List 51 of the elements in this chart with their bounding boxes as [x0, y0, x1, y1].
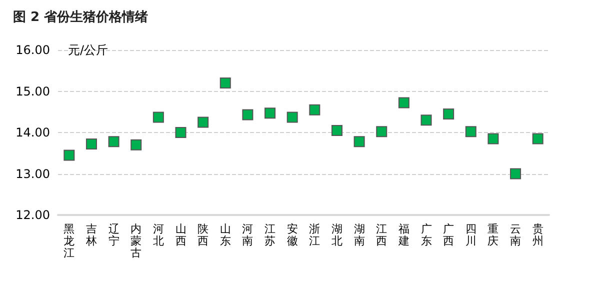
y-tick-label: 12.00 — [16, 208, 50, 222]
x-tick-label: 云南 — [510, 222, 522, 248]
point — [86, 138, 97, 150]
y-tick-label: 13.00 — [16, 166, 50, 181]
point — [398, 97, 410, 108]
point — [198, 116, 209, 128]
x-tick-label: 广东 — [420, 222, 432, 248]
point — [465, 126, 476, 138]
point — [376, 126, 388, 138]
point — [532, 133, 544, 144]
point — [175, 127, 186, 138]
point — [264, 108, 276, 119]
point — [220, 78, 231, 88]
chart-title: 图 2 省份生猪价格情绪 — [13, 10, 148, 25]
point — [309, 104, 320, 116]
y-tick-label: 16.00 — [16, 43, 50, 57]
x-tick-label: 安徽 — [286, 222, 298, 248]
x-tick-label: 福建 — [397, 222, 410, 248]
point — [286, 112, 298, 123]
point — [443, 108, 454, 120]
x-tick-label: 浙江 — [309, 222, 320, 248]
x-tick-label: 江西 — [376, 222, 388, 248]
x-tick-label: 河南 — [242, 222, 254, 248]
y-tick-label: 14.00 — [16, 126, 50, 140]
y-axis-title: 元/公斤 — [68, 43, 108, 57]
x-tick-label: 四川 — [465, 222, 476, 248]
x-tick-label: 贵州 — [532, 222, 544, 248]
point — [130, 139, 142, 150]
point — [331, 124, 342, 136]
point — [64, 150, 75, 161]
x-tick-label: 重庆 — [488, 222, 499, 248]
x-tick-label: 江苏 — [264, 222, 276, 248]
x-tick-label: 广西 — [443, 222, 454, 248]
x-tick-label: 湖南 — [354, 222, 365, 248]
x-tick-label: 山西 — [175, 222, 186, 248]
y-tick-label: 15.00 — [16, 84, 50, 98]
point — [488, 133, 499, 144]
x-tick-label: 黑龙江 — [64, 222, 75, 260]
x-tick-label: 山东 — [220, 222, 231, 248]
point — [354, 136, 365, 148]
point — [242, 109, 254, 120]
point — [108, 136, 120, 148]
x-tick-label: 湖北 — [331, 222, 342, 248]
point — [152, 112, 164, 123]
x-tick-label: 辽宁 — [108, 222, 120, 248]
x-tick-label: 河北 — [152, 222, 164, 248]
x-tick-label: 内蒙古 — [130, 222, 142, 260]
x-tick-label: 吉林 — [84, 222, 97, 248]
point — [420, 114, 432, 126]
point — [510, 168, 522, 180]
x-tick-label: 陕西 — [198, 222, 209, 248]
